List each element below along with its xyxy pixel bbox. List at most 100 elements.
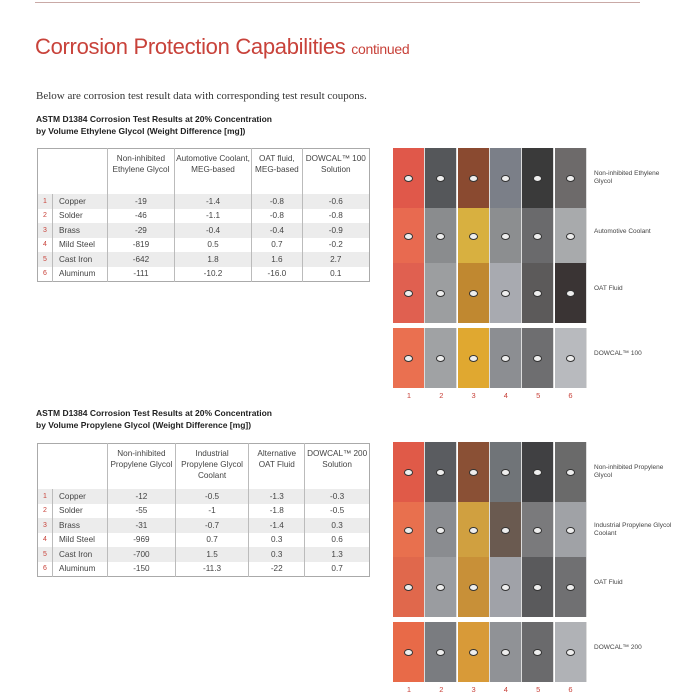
caption-line: by Volume Propylene Glycol (Weight Diffe… xyxy=(36,420,252,430)
cell-value: -0.9 xyxy=(301,223,370,238)
metal-name: Aluminum xyxy=(52,266,108,282)
test-coupon xyxy=(393,442,425,502)
table-row: 2 Solder -55 -1 -1.8 -0.5 xyxy=(38,503,370,518)
cell-value: -700 xyxy=(107,547,176,562)
test-coupon xyxy=(554,148,587,208)
coupon-number: 4 xyxy=(503,685,508,694)
row-index: 2 xyxy=(43,507,47,515)
metal-name: Brass xyxy=(52,518,108,533)
metal-name: Mild Steel xyxy=(52,532,108,547)
test-coupon xyxy=(489,208,522,263)
test-coupon xyxy=(457,263,490,323)
row-index: 3 xyxy=(37,223,53,238)
row-index: 3 xyxy=(37,518,53,533)
caption-line: ASTM D1384 Corrosion Test Results at 20%… xyxy=(36,114,273,124)
cell-value: 2.7 xyxy=(301,252,370,267)
table-caption: ASTM D1384 Corrosion Test Results at 20%… xyxy=(36,113,272,137)
table-row: 2 Solder -46 -1.1 -0.8 -0.8 xyxy=(38,208,370,223)
test-coupon xyxy=(425,208,458,263)
table-row: 5 Cast Iron -700 1.5 0.3 1.3 xyxy=(37,547,370,562)
row-index: 6 xyxy=(43,270,47,278)
header-blank xyxy=(38,149,108,195)
test-coupon xyxy=(554,328,587,388)
coupon-number: 6 xyxy=(568,391,573,400)
caption-line: by Volume Ethylene Glycol (Weight Differ… xyxy=(36,126,246,136)
test-coupon xyxy=(554,502,587,557)
cell-value: -111 xyxy=(107,266,175,282)
cell-value: -11.3 xyxy=(174,561,249,577)
test-coupon xyxy=(489,502,522,557)
test-coupon xyxy=(489,622,522,682)
title-text: Corrosion Protection Capabilities xyxy=(35,34,346,59)
table-row: 1 Copper -19 -1.4 -0.8 -0.6 xyxy=(37,194,370,209)
test-coupon xyxy=(457,622,490,682)
cell-value: -0.7 xyxy=(174,518,249,533)
cell-value: -16.0 xyxy=(251,266,303,282)
coupon-number: 1 xyxy=(406,391,412,400)
cell-value: 0.3 xyxy=(304,518,370,533)
cell-value: 1.6 xyxy=(251,252,303,267)
test-coupon xyxy=(425,263,458,323)
test-coupon xyxy=(457,442,490,502)
test-coupon xyxy=(457,502,490,557)
metal-name: Solder xyxy=(52,208,108,223)
cell-value: -29 xyxy=(107,223,175,238)
cell-value: -1.3 xyxy=(248,489,305,504)
test-coupon xyxy=(554,208,587,263)
metal-name: Cast Iron xyxy=(52,252,108,267)
cell-value: -1.4 xyxy=(248,518,305,533)
caption-line: ASTM D1384 Corrosion Test Results at 20%… xyxy=(36,408,273,418)
test-coupon xyxy=(522,442,555,502)
coupon-number: 5 xyxy=(536,391,541,400)
cell-value: -0.3 xyxy=(304,489,370,504)
column-header: Non-inhibited Propylene Glycol xyxy=(107,443,176,489)
header-row: Non-inhibited Propylene Glycol Industrial… xyxy=(38,443,370,490)
column-header: Non-inhibited Ethylene Glycol xyxy=(107,148,175,194)
intro-text: Below are corrosion test result data wit… xyxy=(36,90,367,102)
cell-value: -0.4 xyxy=(251,223,303,238)
cell-value: -0.4 xyxy=(173,223,252,238)
test-coupon xyxy=(393,502,425,557)
cell-value: -150 xyxy=(107,561,176,577)
table-row: 6 Aluminum -111 -10.2 -16.0 0.1 xyxy=(38,266,370,282)
test-coupon xyxy=(425,502,458,557)
table-row: 3 Brass -31 -0.7 -1.4 0.3 xyxy=(37,518,370,533)
cell-value: 0.3 xyxy=(248,532,305,547)
cell-value: 1.5 xyxy=(174,547,249,562)
cell-value: -12 xyxy=(107,489,176,504)
cell-value: 0.1 xyxy=(301,266,370,282)
metal-name: Copper xyxy=(52,194,108,209)
test-coupon xyxy=(393,208,425,263)
header-blank xyxy=(38,444,108,490)
test-coupon xyxy=(522,148,555,208)
cell-value: -19 xyxy=(107,194,175,209)
coupon-number: 2 xyxy=(439,391,444,400)
metal-name: Cast Iron xyxy=(52,547,108,562)
row-index: 5 xyxy=(37,547,53,562)
cell-value: 0.3 xyxy=(248,547,305,562)
coupon-number: 2 xyxy=(439,685,444,694)
coupon-row-label: DOWCAL™ 100 xyxy=(594,350,642,357)
cell-value: -642 xyxy=(107,252,175,267)
page-title: Corrosion Protection Capabilities contin… xyxy=(35,34,410,60)
coupon-row-label: DOWCAL™ 200 xyxy=(594,644,642,651)
test-coupon xyxy=(457,328,490,388)
cell-value: 0.7 xyxy=(251,237,303,252)
test-coupon xyxy=(457,208,490,263)
metal-name: Solder xyxy=(52,503,108,518)
coupon-row-label: Industrial Propylene Glycol Coolant xyxy=(594,521,672,537)
test-coupon xyxy=(489,328,522,388)
coupon-row-label: Non-inhibited Ethylene Glycol xyxy=(594,170,660,185)
row-index: 4 xyxy=(43,241,47,249)
test-coupon xyxy=(554,622,587,682)
table-row: 1 Copper -12 -0.5 -1.3 -0.3 xyxy=(37,489,370,504)
row-index: 6 xyxy=(43,565,47,573)
cell-value: -819 xyxy=(107,237,175,252)
column-header: Industrial Propylene Glycol Coolant xyxy=(174,443,249,489)
table-row: 5 Cast Iron -642 1.8 1.6 2.7 xyxy=(37,252,370,267)
coupon-number: 1 xyxy=(406,685,412,694)
cell-value: -55 xyxy=(107,503,176,518)
table-caption: ASTM D1384 Corrosion Test Results at 20%… xyxy=(36,407,272,431)
cell-value: -10.2 xyxy=(173,266,252,282)
table-row: 4 Mild Steel -819 0.5 0.7 -0.2 xyxy=(38,237,370,252)
